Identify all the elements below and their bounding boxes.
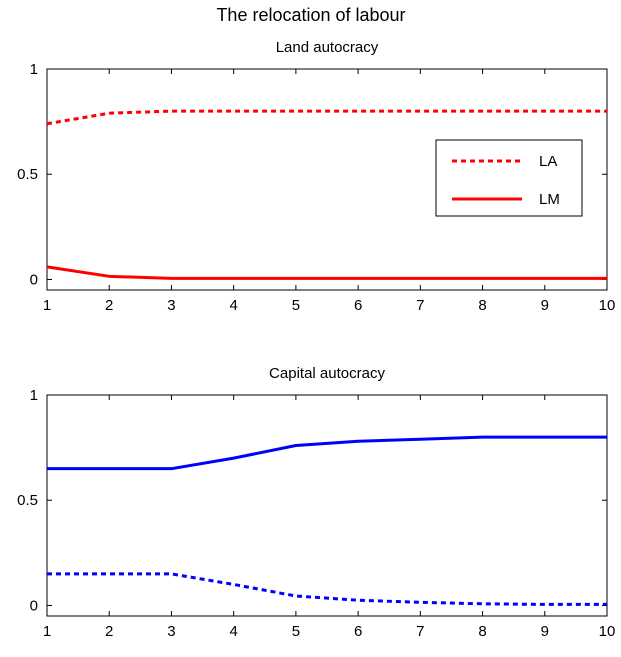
land-y-tick-label: 0 — [30, 271, 38, 288]
capital-x-tick-label: 2 — [105, 623, 113, 640]
capital-x-tick-label: 4 — [229, 623, 237, 640]
land-x-tick-label: 3 — [167, 297, 175, 314]
capital-x-tick-label: 1 — [43, 623, 51, 640]
land-series-lm-line — [46, 265, 607, 280]
land-x-tick-label: 10 — [599, 297, 616, 314]
capital-autocracy-panel: Capital autocracy 1 2 3 4 5 6 7 8 9 10 0 0.5 1 — [17, 365, 615, 640]
land-y-tick-label: 1 — [30, 61, 38, 78]
land-legend-label-lm: LM — [539, 191, 560, 208]
capital-y-tick-label: 1 — [30, 387, 38, 404]
land-x-tick-label: 5 — [292, 297, 300, 314]
land-x-tick-label: 1 — [43, 297, 51, 314]
land-y-tick-label: 0.5 — [17, 166, 38, 183]
land-plot-frame — [46, 68, 608, 291]
figure-title: The relocation of labour — [216, 5, 405, 25]
land-x-tick-label: 9 — [541, 297, 549, 314]
capital-x-tick-label: 8 — [478, 623, 486, 640]
land-legend-label-la: LA — [539, 153, 557, 170]
land-legend-box — [435, 139, 583, 217]
capital-x-tick-label: 7 — [416, 623, 424, 640]
capital-series-dotted-line — [47, 572, 607, 606]
capital-plot-frame — [46, 394, 608, 617]
capital-y-tick-label: 0 — [30, 597, 38, 614]
land-x-tick-label: 8 — [478, 297, 486, 314]
capital-x-tick-label: 9 — [541, 623, 549, 640]
capital-subplot-title: Capital autocracy — [269, 365, 385, 382]
capital-x-tick-label: 6 — [354, 623, 362, 640]
capital-x-tick-label: 3 — [167, 623, 175, 640]
land-x-tick-label: 2 — [105, 297, 113, 314]
capital-series-solid-line — [47, 435, 607, 471]
land-series-la-line — [46, 109, 607, 126]
land-subplot-title: Land autocracy — [276, 39, 379, 56]
capital-y-tick-label: 0.5 — [17, 492, 38, 509]
land-x-tick-label: 4 — [229, 297, 237, 314]
capital-x-tick-label: 5 — [292, 623, 300, 640]
capital-x-tick-label: 10 — [599, 623, 616, 640]
land-x-tick-label: 6 — [354, 297, 362, 314]
land-x-tick-label: 7 — [416, 297, 424, 314]
land-autocracy-panel: Land autocracy 1 2 3 4 5 6 7 8 9 10 0 0.5 1 LA LM — [17, 39, 615, 314]
